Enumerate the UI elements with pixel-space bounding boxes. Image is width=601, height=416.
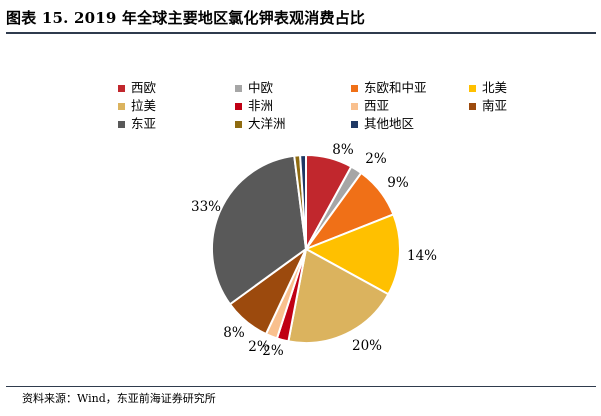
title-divider <box>6 32 596 34</box>
legend-item: 南亚 <box>469 98 539 114</box>
legend-item: 西欧 <box>118 80 235 96</box>
legend-label: 西亚 <box>364 98 390 113</box>
legend-item: 拉美 <box>118 98 235 114</box>
slice-label: 9% <box>387 175 409 191</box>
legend-item: 北美 <box>469 80 539 96</box>
legend-swatch <box>235 102 242 110</box>
legend-label: 南亚 <box>482 98 508 113</box>
legend-swatch <box>469 84 476 92</box>
legend-swatch <box>235 84 242 92</box>
legend-label: 东亚 <box>131 116 157 131</box>
legend-item: 大洋洲 <box>235 116 351 132</box>
slice-label: 8% <box>223 325 245 341</box>
slice-label: 33% <box>191 199 221 215</box>
slice-label: 14% <box>407 248 437 264</box>
legend-item: 其他地区 <box>351 116 469 132</box>
pie-slice <box>299 153 307 250</box>
slice-label: 2% <box>248 339 270 355</box>
pie-slice <box>303 213 401 296</box>
legend-label: 其他地区 <box>364 116 415 131</box>
legend-item: 东欧和中亚 <box>351 80 469 96</box>
legend-label: 非洲 <box>248 98 274 113</box>
slice-label: 2% <box>262 343 284 359</box>
legend-swatch <box>351 102 358 110</box>
pie-slice <box>211 154 308 306</box>
legend-swatch <box>469 102 476 110</box>
chart-title: 图表 15. 2019 年全球主要地区氯化钾表观消费占比 <box>6 9 366 27</box>
legend-item: 非洲 <box>235 98 351 114</box>
legend-label: 拉美 <box>131 98 157 113</box>
pie-slice <box>287 247 390 344</box>
legend-swatch <box>351 120 358 128</box>
legend-label: 大洋洲 <box>248 116 286 131</box>
legend-item: 西亚 <box>351 98 469 114</box>
legend-label: 东欧和中亚 <box>364 80 427 95</box>
source-note: 资料来源：Wind，东亚前海证券研究所 <box>22 392 216 405</box>
slice-label: 20% <box>352 338 382 354</box>
legend-swatch <box>235 120 242 128</box>
legend-swatch <box>118 120 125 128</box>
slice-label: 8% <box>332 142 354 158</box>
legend-item: 东亚 <box>118 116 235 132</box>
footer-divider <box>6 386 596 387</box>
legend-swatch <box>118 102 125 110</box>
legend-label: 北美 <box>482 80 508 95</box>
legend-label: 中欧 <box>248 80 274 95</box>
legend-swatch <box>351 84 358 92</box>
legend: 西欧 中欧 东欧和中亚 北美 拉美 非洲 西亚 南亚 东亚 大洋洲 其他地区 <box>118 80 538 132</box>
slice-label: 2% <box>365 151 387 167</box>
legend-swatch <box>118 84 125 92</box>
legend-item: 中欧 <box>235 80 351 96</box>
legend-label: 西欧 <box>131 80 157 95</box>
